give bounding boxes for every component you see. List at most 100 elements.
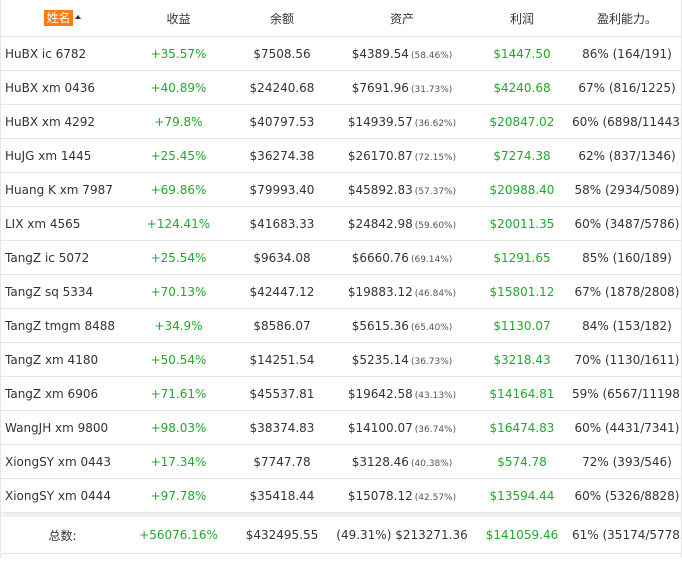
assets-percent: (40.38%) <box>410 458 453 469</box>
profit-cell: $20988.40 <box>472 172 572 207</box>
assets-percent: (57.37%) <box>414 186 457 197</box>
assets-value: $6660.76 <box>351 250 409 265</box>
table-row[interactable]: WangJH xm 9800 +98.03% $38374.83 $14100.07(… <box>0 410 682 445</box>
balance-cell: $36274.38 <box>232 138 332 173</box>
assets-cell: $24842.98 (59.60%) <box>332 206 472 241</box>
table-row[interactable]: Huang K xm 7987 +69.86% $79993.40 $45892.83… <box>0 172 682 207</box>
profit-cell: $20847.02 <box>472 104 572 139</box>
account-name-cell: LIX xm 4565 <box>0 206 125 241</box>
assets-cell: $3128.46 (40.38%) <box>332 444 472 479</box>
balance-cell: $42447.12 <box>232 274 332 309</box>
balance-cell: $7747.78 <box>232 444 332 479</box>
assets-value: $14100.07 <box>347 420 413 435</box>
assets-value: $19642.58 <box>347 386 413 401</box>
account-name-cell: HuJG xm 1445 <box>0 138 125 173</box>
balance-cell: $8586.07 <box>232 308 332 343</box>
assets-percent: (36.73%) <box>410 356 453 367</box>
table-row[interactable]: HuBX ic 6782 +35.57% $7508.56 $4389.54 (58.4… <box>0 36 682 71</box>
profit-cell: $20011.35 <box>472 206 572 241</box>
assets-percent: (31.73%) <box>410 84 453 95</box>
table-row[interactable]: XiongSY xm 0444 +97.78% $35418.44 $15078.12… <box>0 478 682 513</box>
profit-cell: $1291.65 <box>472 240 572 275</box>
account-name-cell: TangZ sq 5334 <box>0 274 125 309</box>
assets-percent: (43.13%) <box>414 390 457 401</box>
table-row[interactable]: LIX xm 4565 +124.41% $41683.33 $24842.98 (59… <box>0 206 682 241</box>
profit-cell: $3218.43 <box>472 342 572 377</box>
account-name-cell: TangZ xm 6906 <box>0 376 125 411</box>
profit-cell: $4240.68 <box>472 70 572 105</box>
sort-ascending-icon[interactable] <box>74 15 81 19</box>
balance-cell: $41683.33 <box>232 206 332 241</box>
table-row[interactable]: TangZ tmgm 8488 +34.9% $8586.07 $5615.36 (65… <box>0 308 682 343</box>
totals-footer: 总数: +56076.16% $432495.55 (49.31%) $2132… <box>0 512 682 554</box>
table-row[interactable]: HuBX xm 0436 +40.89% $24240.68 $7691.96 (31.… <box>0 70 682 105</box>
assets-cell: $15078.12 (42.57%) <box>332 478 472 513</box>
column-header-name[interactable]: 姓名 <box>0 0 125 37</box>
account-name-cell: XiongSY xm 0443 <box>0 444 125 479</box>
table-row[interactable]: HuJG xm 1445 +25.45% $36274.38 $26170.87 (72… <box>0 138 682 173</box>
column-header-profit[interactable]: 利润 <box>472 0 572 37</box>
assets-percent: (42.57%) <box>414 492 457 503</box>
profit-cell: $16474.83 <box>472 410 572 445</box>
ability-cell: 67% (816/1225) <box>572 70 682 105</box>
balance-cell: $45537.81 <box>232 376 332 411</box>
column-header-ability[interactable]: 盈利能力。 <box>572 0 682 37</box>
ability-cell: 72% (393/546) <box>572 444 682 479</box>
totals-gain: +56076.16% <box>125 517 232 554</box>
ability-cell: 86% (164/191) <box>572 36 682 71</box>
profit-cell: $14164.81 <box>472 376 572 411</box>
assets-cell: $5235.14 (36.73%) <box>332 342 472 377</box>
table-body: HuBX ic 6782 +35.57% $7508.56 $4389.54 (58.4… <box>0 36 682 513</box>
ability-cell: 84% (153/182) <box>572 308 682 343</box>
assets-cell: $4389.54 (58.46%) <box>332 36 472 71</box>
account-name-cell: WangJH xm 9800 <box>0 410 125 445</box>
assets-value: $15078.12 <box>347 488 413 503</box>
totals-label: 总数: <box>0 517 125 554</box>
column-header-assets[interactable]: 资产 <box>332 0 472 37</box>
profit-cell: $15801.12 <box>472 274 572 309</box>
table-row[interactable]: TangZ ic 5072 +25.54% $9634.08 $6660.76 (69.… <box>0 240 682 275</box>
assets-percent: (46.84%) <box>414 288 457 299</box>
table-row[interactable]: TangZ sq 5334 +70.13% $42447.12 $19883.12 (4… <box>0 274 682 309</box>
totals-profit: $141059.46 <box>472 517 572 554</box>
account-name-cell: Huang K xm 7987 <box>0 172 125 207</box>
gain-cell: +98.03% <box>125 410 232 445</box>
account-name-cell: TangZ ic 5072 <box>0 240 125 275</box>
balance-cell: $38374.83 <box>232 410 332 445</box>
totals-balance: $432495.55 <box>232 517 332 554</box>
balance-cell: $7508.56 <box>232 36 332 71</box>
totals-ability: 61% (35174/57783) <box>572 517 682 554</box>
assets-value: $24842.98 <box>347 216 413 231</box>
table-row[interactable]: TangZ xm 4180 +50.54% $14251.54 $5235.14 (36… <box>0 342 682 377</box>
balance-cell: $35418.44 <box>232 478 332 513</box>
ability-cell: 60% (3487/5786) <box>572 206 682 241</box>
assets-cell: $26170.87 (72.15%) <box>332 138 472 173</box>
assets-value: $26170.87 <box>347 148 413 163</box>
balance-cell: $24240.68 <box>232 70 332 105</box>
gain-cell: +97.78% <box>125 478 232 513</box>
ability-cell: 67% (1878/2808) <box>572 274 682 309</box>
assets-percent: (58.46%) <box>410 50 453 61</box>
table-row[interactable]: TangZ xm 6906 +71.61% $45537.81 $19642.58 (4… <box>0 376 682 411</box>
assets-value: $14939.57 <box>347 114 413 129</box>
account-name-cell: TangZ tmgm 8488 <box>0 308 125 343</box>
gain-cell: +25.54% <box>125 240 232 275</box>
account-name-cell: XiongSY xm 0444 <box>0 478 125 513</box>
assets-value: $4389.54 <box>351 46 409 61</box>
ability-cell: 58% (2934/5089) <box>572 172 682 207</box>
name-sort-label[interactable]: 姓名 <box>44 10 73 26</box>
gain-cell: +34.9% <box>125 308 232 343</box>
table-row[interactable]: XiongSY xm 0443 +17.34% $7747.78 $3128.46 (4… <box>0 444 682 479</box>
column-header-balance[interactable]: 余额 <box>232 0 332 37</box>
account-name-cell: HuBX xm 4292 <box>0 104 125 139</box>
assets-cell: $7691.96 (31.73%) <box>332 70 472 105</box>
gain-cell: +69.86% <box>125 172 232 207</box>
assets-cell: $19883.12 (46.84%) <box>332 274 472 309</box>
column-header-gain[interactable]: 收益 <box>125 0 232 37</box>
gain-cell: +71.61% <box>125 376 232 411</box>
balance-cell: $9634.08 <box>232 240 332 275</box>
profit-cell: $1130.07 <box>472 308 572 343</box>
account-name-cell: HuBX ic 6782 <box>0 36 125 71</box>
assets-value: $45892.83 <box>347 182 413 197</box>
table-row[interactable]: HuBX xm 4292 +79.8% $40797.53 $14939.57 (36.… <box>0 104 682 139</box>
